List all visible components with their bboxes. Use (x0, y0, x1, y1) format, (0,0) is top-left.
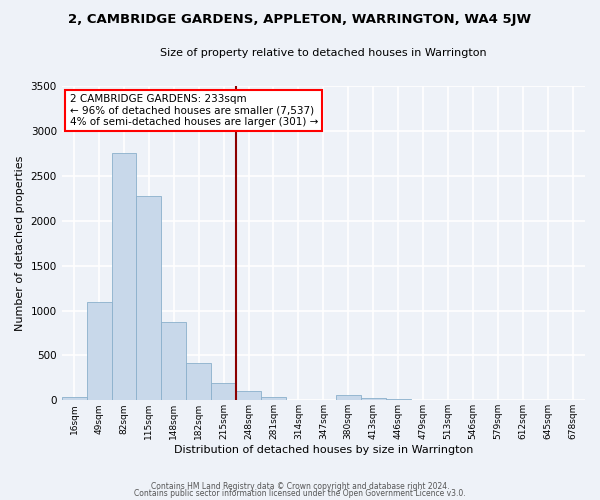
Bar (136, 196, 161, 400)
Bar (336, 396, 361, 400)
Text: Contains HM Land Registry data © Crown copyright and database right 2024.: Contains HM Land Registry data © Crown c… (151, 482, 449, 491)
Bar (62, 396, 86, 400)
X-axis label: Distribution of detached houses by size in Warrington: Distribution of detached houses by size … (173, 445, 473, 455)
Bar (161, 322, 186, 400)
Bar (261, 396, 286, 400)
Bar (112, 154, 136, 400)
Text: 2 CAMBRIDGE GARDENS: 233sqm
← 96% of detached houses are smaller (7,537)
4% of s: 2 CAMBRIDGE GARDENS: 233sqm ← 96% of det… (70, 94, 318, 127)
Text: 2, CAMBRIDGE GARDENS, APPLETON, WARRINGTON, WA4 5JW: 2, CAMBRIDGE GARDENS, APPLETON, WARRINGT… (68, 12, 532, 26)
Y-axis label: Number of detached properties: Number of detached properties (15, 156, 25, 331)
Text: Contains public sector information licensed under the Open Government Licence v3: Contains public sector information licen… (134, 490, 466, 498)
Bar (236, 392, 261, 400)
Bar (86, 302, 112, 400)
Title: Size of property relative to detached houses in Warrington: Size of property relative to detached ho… (160, 48, 487, 58)
Bar (211, 383, 236, 400)
Bar (186, 363, 211, 401)
Bar (361, 398, 386, 400)
